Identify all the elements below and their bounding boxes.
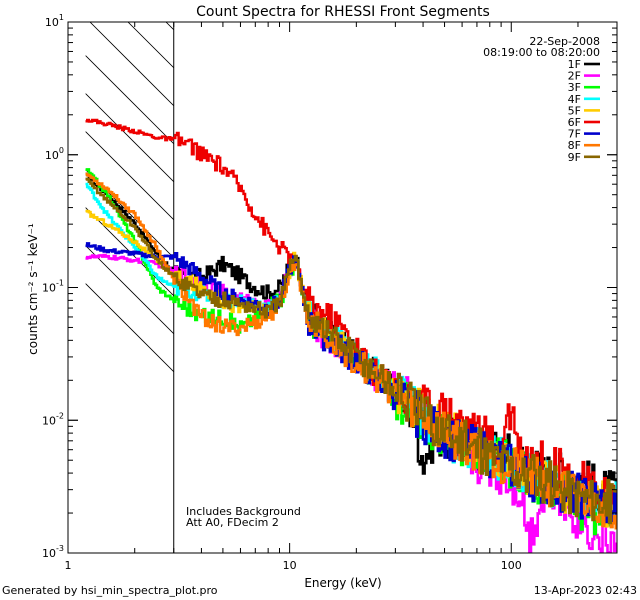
time-range-label: 08:19:00 to 08:20:00: [483, 46, 600, 59]
series-9F: [85, 177, 617, 525]
legend-label-3F: 3F: [568, 81, 581, 94]
y-tick-label: 101: [45, 13, 64, 29]
annotation-attenuator: Att A0, FDecim 2: [186, 516, 279, 529]
x-tick-label: 100: [501, 559, 522, 572]
legend-label-4F: 4F: [568, 93, 581, 106]
date-label: 22-Sep-2008: [529, 35, 600, 48]
annotation-background: Includes Background: [186, 505, 301, 518]
legend-label-6F: 6F: [568, 116, 581, 129]
spectra-series: [85, 118, 617, 553]
hatched-excluded-region: [85, 22, 175, 553]
legend-label-9F: 9F: [568, 151, 581, 164]
legend-label-8F: 8F: [568, 139, 581, 152]
y-tick-labels: 10-3 10-2 10-1 100 101: [42, 13, 64, 560]
legend-label-5F: 5F: [568, 104, 581, 117]
y-tick-label: 10-3: [42, 544, 64, 560]
timestamp-label: 13-Apr-2023 02:43: [534, 584, 637, 597]
y-axis-label: counts cm⁻² s⁻¹ keV⁻¹: [26, 223, 40, 355]
y-tick-label: 10-2: [42, 411, 64, 427]
legend-label-1F: 1F: [568, 58, 581, 71]
axis-ticks: [67, 21, 618, 554]
x-tick-labels: 1 10 100: [65, 559, 522, 572]
x-axis-label: Energy (keV): [304, 576, 381, 590]
x-tick-label: 1: [65, 559, 72, 572]
legend-label-7F: 7F: [568, 128, 581, 141]
x-tick-label: 10: [283, 559, 297, 572]
y-tick-label: 10-1: [42, 279, 64, 295]
y-tick-label: 100: [45, 146, 64, 162]
series-6F: [85, 118, 617, 512]
chart-title: Count Spectra for RHESSI Front Segments: [196, 4, 490, 20]
series-2F: [85, 253, 617, 553]
generated-by-label: Generated by hsi_min_spectra_plot.pro: [2, 584, 218, 597]
legend-label-2F: 2F: [568, 70, 581, 83]
